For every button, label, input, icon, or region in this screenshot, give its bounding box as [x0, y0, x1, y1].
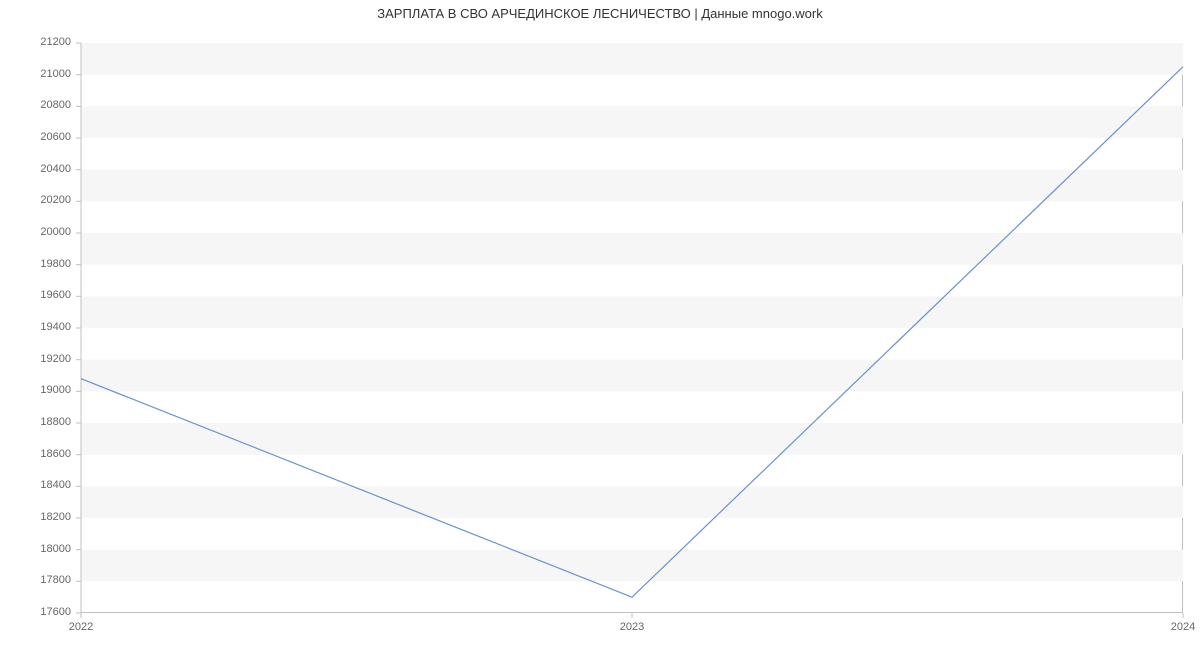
y-tick-label: 21200	[0, 36, 71, 48]
y-tick-label: 18600	[0, 448, 71, 460]
y-tick-label: 18400	[0, 479, 71, 491]
y-tick-label: 18000	[0, 543, 71, 555]
y-tick-label: 19600	[0, 289, 71, 301]
y-tick-label: 18800	[0, 416, 71, 428]
y-tick-label: 19400	[0, 321, 71, 333]
y-tick-label: 20000	[0, 226, 71, 238]
line-chart: ЗАРПЛАТА В СВО АРЧЕДИНСКОЕ ЛЕСНИЧЕСТВО |…	[0, 0, 1200, 650]
y-tick-label: 20600	[0, 131, 71, 143]
y-tick-label: 20400	[0, 163, 71, 175]
x-tick-label: 2024	[1143, 621, 1200, 633]
y-tick-label: 20800	[0, 99, 71, 111]
y-tick-label: 19200	[0, 353, 71, 365]
chart-svg	[0, 0, 1200, 650]
y-tick-label: 19800	[0, 258, 71, 270]
x-tick-label: 2022	[41, 621, 121, 633]
x-tick-label: 2023	[592, 621, 672, 633]
y-tick-label: 17800	[0, 574, 71, 586]
y-tick-label: 18200	[0, 511, 71, 523]
y-tick-label: 17600	[0, 606, 71, 618]
y-tick-label: 19000	[0, 384, 71, 396]
y-tick-label: 21000	[0, 68, 71, 80]
y-tick-label: 20200	[0, 194, 71, 206]
